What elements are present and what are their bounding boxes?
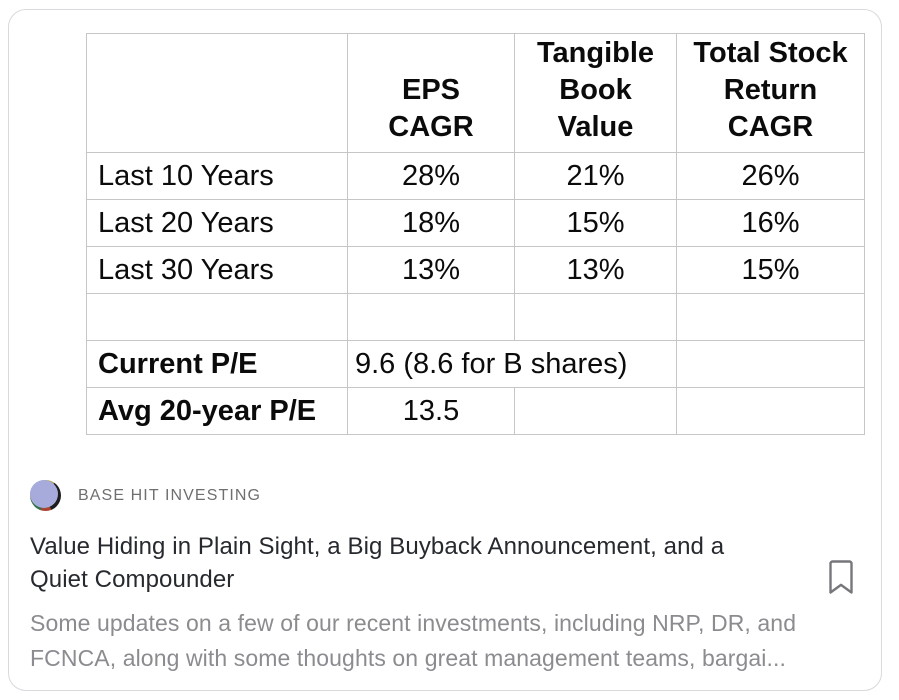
cell-value — [347, 293, 515, 341]
cell-value — [676, 340, 865, 388]
table-row: Last 10 Years 28% 21% 26% — [86, 152, 865, 200]
cell-value: 13.5 — [347, 387, 515, 435]
table-row: Current P/E 9.6 (8.6 for B shares) — [86, 340, 865, 388]
financial-table: EPS CAGR Tangible Book Value Total Stock… — [86, 33, 865, 435]
publisher-row: BASE HIT INVESTING — [30, 480, 261, 511]
table-row: Last 20 Years 18% 15% 16% — [86, 199, 865, 247]
publisher-avatar-core — [30, 480, 58, 508]
row-label: Last 20 Years — [86, 199, 348, 247]
cell-value: 9.6 (8.6 for B shares) — [347, 340, 677, 388]
publisher-avatar-icon — [30, 480, 61, 511]
cell-value: 26% — [676, 152, 865, 200]
table-row: Avg 20-year P/E 13.5 — [86, 387, 865, 435]
preview-image-table: EPS CAGR Tangible Book Value Total Stock… — [86, 33, 865, 435]
row-label: Last 30 Years — [86, 246, 348, 294]
row-label — [86, 293, 348, 341]
cell-value — [676, 387, 865, 435]
cell-value: 28% — [347, 152, 515, 200]
header-cell-eps-cagr: EPS CAGR — [347, 33, 515, 153]
cell-value: 18% — [347, 199, 515, 247]
cell-value: 15% — [514, 199, 677, 247]
row-label: Current P/E — [86, 340, 348, 388]
row-label: Avg 20-year P/E — [86, 387, 348, 435]
cell-value — [676, 293, 865, 341]
table-row-empty — [86, 293, 865, 341]
link-preview-card[interactable]: EPS CAGR Tangible Book Value Total Stock… — [8, 9, 882, 691]
publisher-name: BASE HIT INVESTING — [78, 486, 262, 504]
cell-value: 13% — [514, 246, 677, 294]
card-description: Some updates on a few of our recent inve… — [30, 610, 797, 671]
row-label: Last 10 Years — [86, 152, 348, 200]
bookmark-icon[interactable] — [827, 559, 855, 595]
card-title: Value Hiding in Plain Sight, a Big Buyba… — [30, 533, 725, 593]
header-cell-total-stock-return-cagr: Total Stock Return CAGR — [676, 33, 865, 153]
cell-value: 21% — [514, 152, 677, 200]
header-cell-tangible-book-value: Tangible Book Value — [514, 33, 677, 153]
table-header-row: EPS CAGR Tangible Book Value Total Stock… — [86, 33, 865, 153]
cell-value: 13% — [347, 246, 515, 294]
cell-value: 16% — [676, 199, 865, 247]
cell-value — [514, 293, 677, 341]
header-cell-blank — [86, 33, 348, 153]
cell-value: 15% — [676, 246, 865, 294]
cell-value — [514, 387, 677, 435]
table-row: Last 30 Years 13% 13% 15% — [86, 246, 865, 294]
